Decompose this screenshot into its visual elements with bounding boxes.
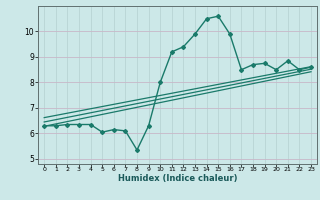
X-axis label: Humidex (Indice chaleur): Humidex (Indice chaleur) [118,174,237,183]
